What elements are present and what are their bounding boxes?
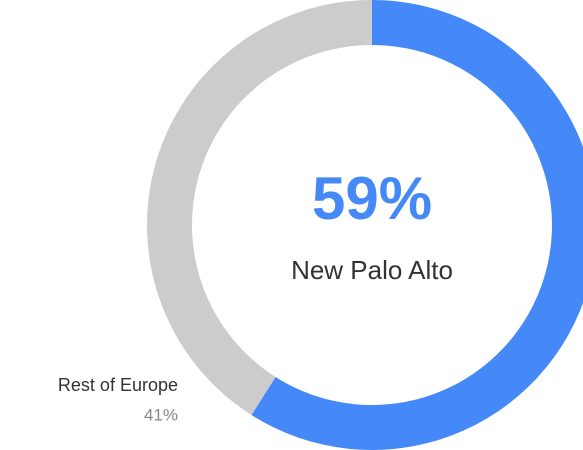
- slice-label: Rest of Europe: [58, 375, 178, 395]
- center-value: 59%: [312, 165, 432, 232]
- slice-value: 41%: [144, 405, 178, 424]
- donut-slice: [251, 0, 583, 450]
- center-label: New Palo Alto: [291, 255, 453, 285]
- donut-slice: [146, 0, 372, 415]
